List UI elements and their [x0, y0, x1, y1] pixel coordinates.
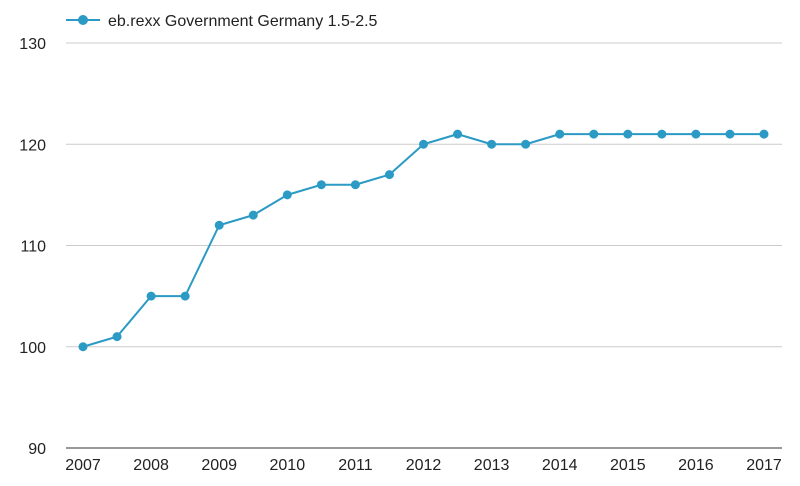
legend: eb.rexx Government Germany 1.5-2.5 [66, 13, 378, 30]
x-tick-label: 2013 [474, 457, 510, 474]
x-tick-label: 2017 [746, 457, 782, 474]
data-point [146, 291, 156, 301]
data-point [725, 129, 735, 139]
y-tick-label: 130 [19, 36, 46, 53]
x-tick-label: 2012 [406, 457, 442, 474]
x-tick-label: 2007 [65, 457, 101, 474]
grid-lines [66, 42, 782, 449]
data-point [180, 291, 190, 301]
data-point [589, 129, 599, 139]
data-point [282, 190, 292, 200]
y-tick-label: 110 [20, 239, 46, 256]
y-tick-label: 120 [19, 137, 46, 154]
data-point [453, 129, 463, 139]
x-tick-label: 2015 [610, 457, 646, 474]
data-point [78, 342, 88, 352]
x-tick-label: 2010 [270, 457, 306, 474]
x-axis-ticks: 2007 2008 2009 2010 2011 2012 2013 2014 2015 2016… [65, 457, 782, 474]
data-point [419, 139, 428, 149]
data-point [657, 129, 667, 139]
data-point [350, 180, 360, 190]
y-tick-label: 90 [28, 441, 46, 458]
data-point [759, 129, 769, 139]
legend-dot-marker [78, 15, 88, 25]
data-point [248, 210, 258, 220]
y-tick-label: 100 [19, 340, 46, 357]
series-layer [78, 129, 769, 352]
data-point [623, 129, 633, 139]
x-tick-label: 2011 [338, 457, 373, 474]
x-tick-label: 2014 [542, 457, 578, 474]
data-point [112, 332, 122, 342]
y-axis-ticks: 90 100 110 120 130 [19, 36, 46, 458]
data-point [521, 139, 531, 149]
data-point [384, 170, 394, 180]
x-tick-label: 2016 [678, 457, 714, 474]
data-point [691, 129, 701, 139]
x-tick-label: 2009 [201, 457, 237, 474]
data-point [555, 129, 565, 139]
series-line [82, 133, 764, 348]
legend-label: eb.rexx Government Germany 1.5-2.5 [108, 13, 378, 30]
data-point [214, 220, 224, 230]
data-point [316, 180, 326, 190]
x-tick-label: 2008 [133, 457, 169, 474]
data-point [487, 139, 497, 149]
